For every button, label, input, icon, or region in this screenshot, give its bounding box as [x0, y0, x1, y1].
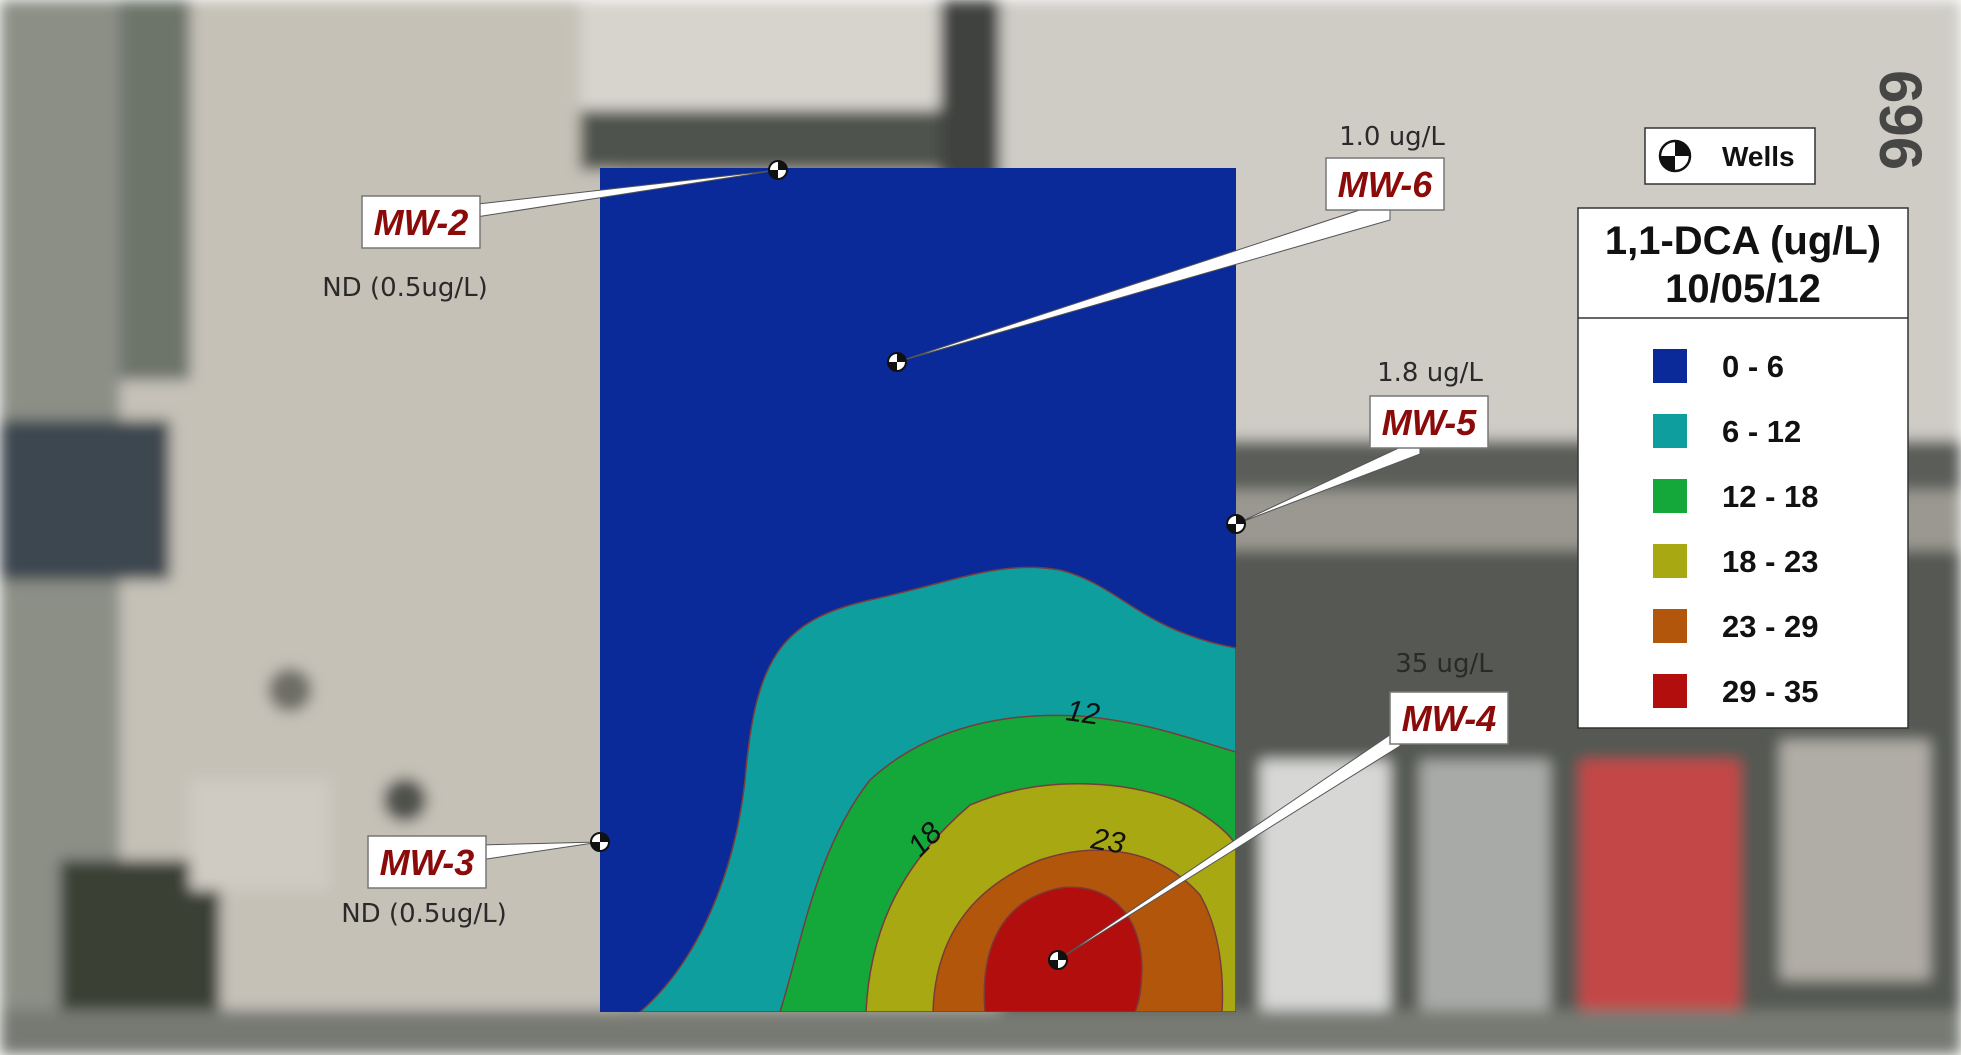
legend-label-0: 0 - 6 — [1722, 349, 1784, 384]
callout-mw-2[interactable]: MW-2 — [361, 195, 481, 249]
callout-mw-5-label: MW-5 — [1382, 402, 1478, 443]
legend-label-2: 12 - 18 — [1722, 479, 1819, 514]
legend-swatch-3 — [1653, 544, 1687, 578]
concentration-legend: 1,1-DCA (ug/L) 10/05/12 0 - 6 6 - 12 12 … — [1577, 207, 1909, 729]
callout-mw-6-label: MW-6 — [1338, 164, 1434, 205]
contour-label-12: 12 — [1064, 694, 1102, 731]
contour-label-23: 23 — [1088, 822, 1128, 861]
well-symbol-icon — [1658, 139, 1692, 173]
legend-label-3: 18 - 23 — [1722, 544, 1819, 579]
legend-title-line2: 10/05/12 — [1665, 267, 1821, 311]
legend-title-line1: 1,1-DCA (ug/L) — [1605, 219, 1881, 263]
conc-mw-2: ND (0.5ug/L) — [322, 273, 488, 303]
conc-mw-5: 1.8 ug/L — [1377, 358, 1483, 388]
well-marker-mw-3[interactable] — [590, 832, 610, 852]
legend-swatch-2 — [1653, 479, 1687, 513]
callout-mw-4[interactable]: MW-4 — [1389, 691, 1509, 745]
conc-mw-3: ND (0.5ug/L) — [341, 899, 507, 929]
conc-mw-4: 35 ug/L — [1395, 649, 1493, 679]
well-marker-mw-6[interactable] — [887, 352, 907, 372]
overlay-stamp-text: 696 — [1867, 70, 1934, 170]
callout-mw-2-label: MW-2 — [374, 202, 469, 243]
callout-mw-3-label: MW-3 — [380, 842, 475, 883]
legend-label-4: 23 - 29 — [1722, 609, 1819, 644]
concentration-plume — [600, 168, 1236, 1012]
legend-swatch-4 — [1653, 609, 1687, 643]
callout-mw-6[interactable]: MW-6 — [1325, 157, 1445, 211]
legend-swatch-5 — [1653, 674, 1687, 708]
conc-mw-6: 1.0 ug/L — [1339, 122, 1445, 152]
well-markers — [590, 160, 1246, 970]
well-marker-mw-2[interactable] — [768, 160, 788, 180]
callout-leaders — [424, 169, 1421, 961]
legend-swatch-0 — [1653, 349, 1687, 383]
legend-swatch-1 — [1653, 414, 1687, 448]
well-marker-mw-5[interactable] — [1226, 514, 1246, 534]
legend-label-5: 29 - 35 — [1722, 674, 1819, 709]
callout-mw-5[interactable]: MW-5 — [1369, 395, 1489, 449]
wells-legend: Wells — [1644, 127, 1816, 185]
callout-mw-4-label: MW-4 — [1402, 698, 1497, 739]
wells-legend-label: Wells — [1722, 141, 1795, 172]
legend-label-1: 6 - 12 — [1722, 414, 1801, 449]
plume-class-29-35 — [983, 886, 1143, 1012]
callout-mw-3[interactable]: MW-3 — [367, 835, 487, 889]
well-marker-mw-4[interactable] — [1048, 950, 1068, 970]
